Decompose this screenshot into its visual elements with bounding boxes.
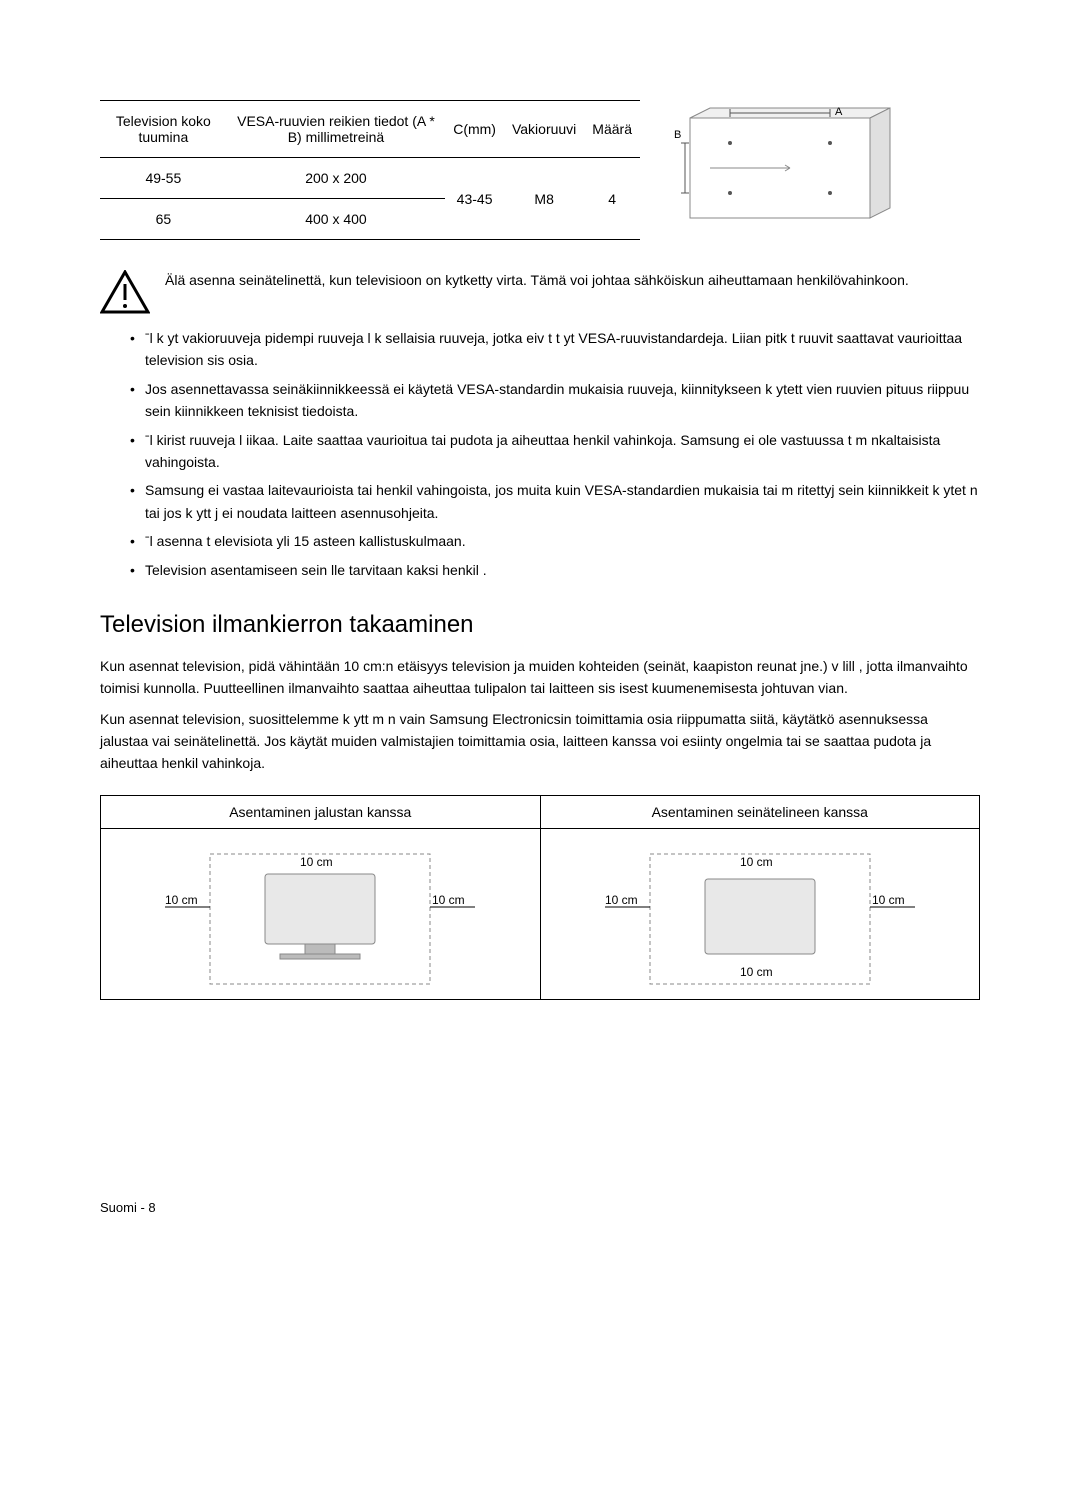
install-wall-col: Asentaminen seinätelineen kanssa 10 cm 1… bbox=[541, 796, 980, 999]
install-wall-header: Asentaminen seinätelineen kanssa bbox=[541, 796, 980, 829]
th-screw: Vakioruuvi bbox=[504, 101, 584, 158]
cell-cmm: 43-45 bbox=[445, 158, 504, 240]
warning-text: Älä asenna seinätelinettä, kun televisio… bbox=[165, 270, 909, 291]
warning-block: Älä asenna seinätelinettä, kun televisio… bbox=[100, 270, 980, 315]
vesa-diagram: A B bbox=[670, 103, 900, 238]
install-stand-body: 10 cm 10 cm 10 cm bbox=[101, 829, 540, 999]
th-qty: Määrä bbox=[584, 101, 640, 158]
table-row: 49-55 200 x 200 43-45 M8 4 bbox=[100, 158, 640, 199]
cell-size: 49-55 bbox=[100, 158, 227, 199]
list-item: ˉl asenna t elevisiota yli 15 asteen kal… bbox=[130, 530, 980, 552]
vesa-table: Television koko tuumina VESA-ruuvien rei… bbox=[100, 100, 640, 240]
th-size: Television koko tuumina bbox=[100, 101, 227, 158]
list-item: Jos asennettavassa seinäkiinnikkeessä ei… bbox=[130, 378, 980, 423]
diagram-label-a: A bbox=[835, 106, 843, 118]
svg-text:10 cm: 10 cm bbox=[605, 893, 638, 907]
body-paragraph: Kun asennat television, suosittelemme k … bbox=[100, 708, 980, 775]
diagram-label-b: B bbox=[674, 129, 681, 141]
install-stand-header: Asentaminen jalustan kanssa bbox=[101, 796, 540, 829]
body-paragraph: Kun asennat television, pidä vähintään 1… bbox=[100, 655, 980, 700]
svg-text:10 cm: 10 cm bbox=[872, 893, 905, 907]
bullet-list: ˉl k yt vakioruuveja pidempi ruuveja l k… bbox=[100, 327, 980, 581]
list-item: ˉl kirist ruuveja l iikaa. Laite saattaa… bbox=[130, 429, 980, 474]
vesa-table-container: Television koko tuumina VESA-ruuvien rei… bbox=[100, 100, 980, 240]
list-item: Television asentamiseen sein lle tarvita… bbox=[130, 559, 980, 581]
install-diagrams: Asentaminen jalustan kanssa 10 cm 10 cm … bbox=[100, 795, 980, 1000]
install-wall-body: 10 cm 10 cm 10 cm 10 cm bbox=[541, 829, 980, 999]
cell-screw: M8 bbox=[504, 158, 584, 240]
th-vesa: VESA-ruuvien reikien tiedot (A * B) mill… bbox=[227, 101, 446, 158]
cell-qty: 4 bbox=[584, 158, 640, 240]
section-title: Television ilmankierron takaaminen bbox=[100, 611, 980, 639]
cell-size: 65 bbox=[100, 199, 227, 240]
list-item: Samsung ei vastaa laitevaurioista tai he… bbox=[130, 479, 980, 524]
svg-text:10 cm: 10 cm bbox=[740, 965, 773, 979]
list-item: ˉl k yt vakioruuveja pidempi ruuveja l k… bbox=[130, 327, 980, 372]
svg-text:10 cm: 10 cm bbox=[432, 893, 465, 907]
svg-text:10 cm: 10 cm bbox=[165, 893, 198, 907]
cell-vesa: 400 x 400 bbox=[227, 199, 446, 240]
th-cmm: C(mm) bbox=[445, 101, 504, 158]
cell-vesa: 200 x 200 bbox=[227, 158, 446, 199]
svg-text:10 cm: 10 cm bbox=[740, 855, 773, 869]
page-footer: Suomi - 8 bbox=[100, 1200, 980, 1215]
warning-triangle-icon bbox=[100, 270, 150, 315]
install-stand-col: Asentaminen jalustan kanssa 10 cm 10 cm … bbox=[101, 796, 541, 999]
svg-text:10 cm: 10 cm bbox=[300, 855, 333, 869]
